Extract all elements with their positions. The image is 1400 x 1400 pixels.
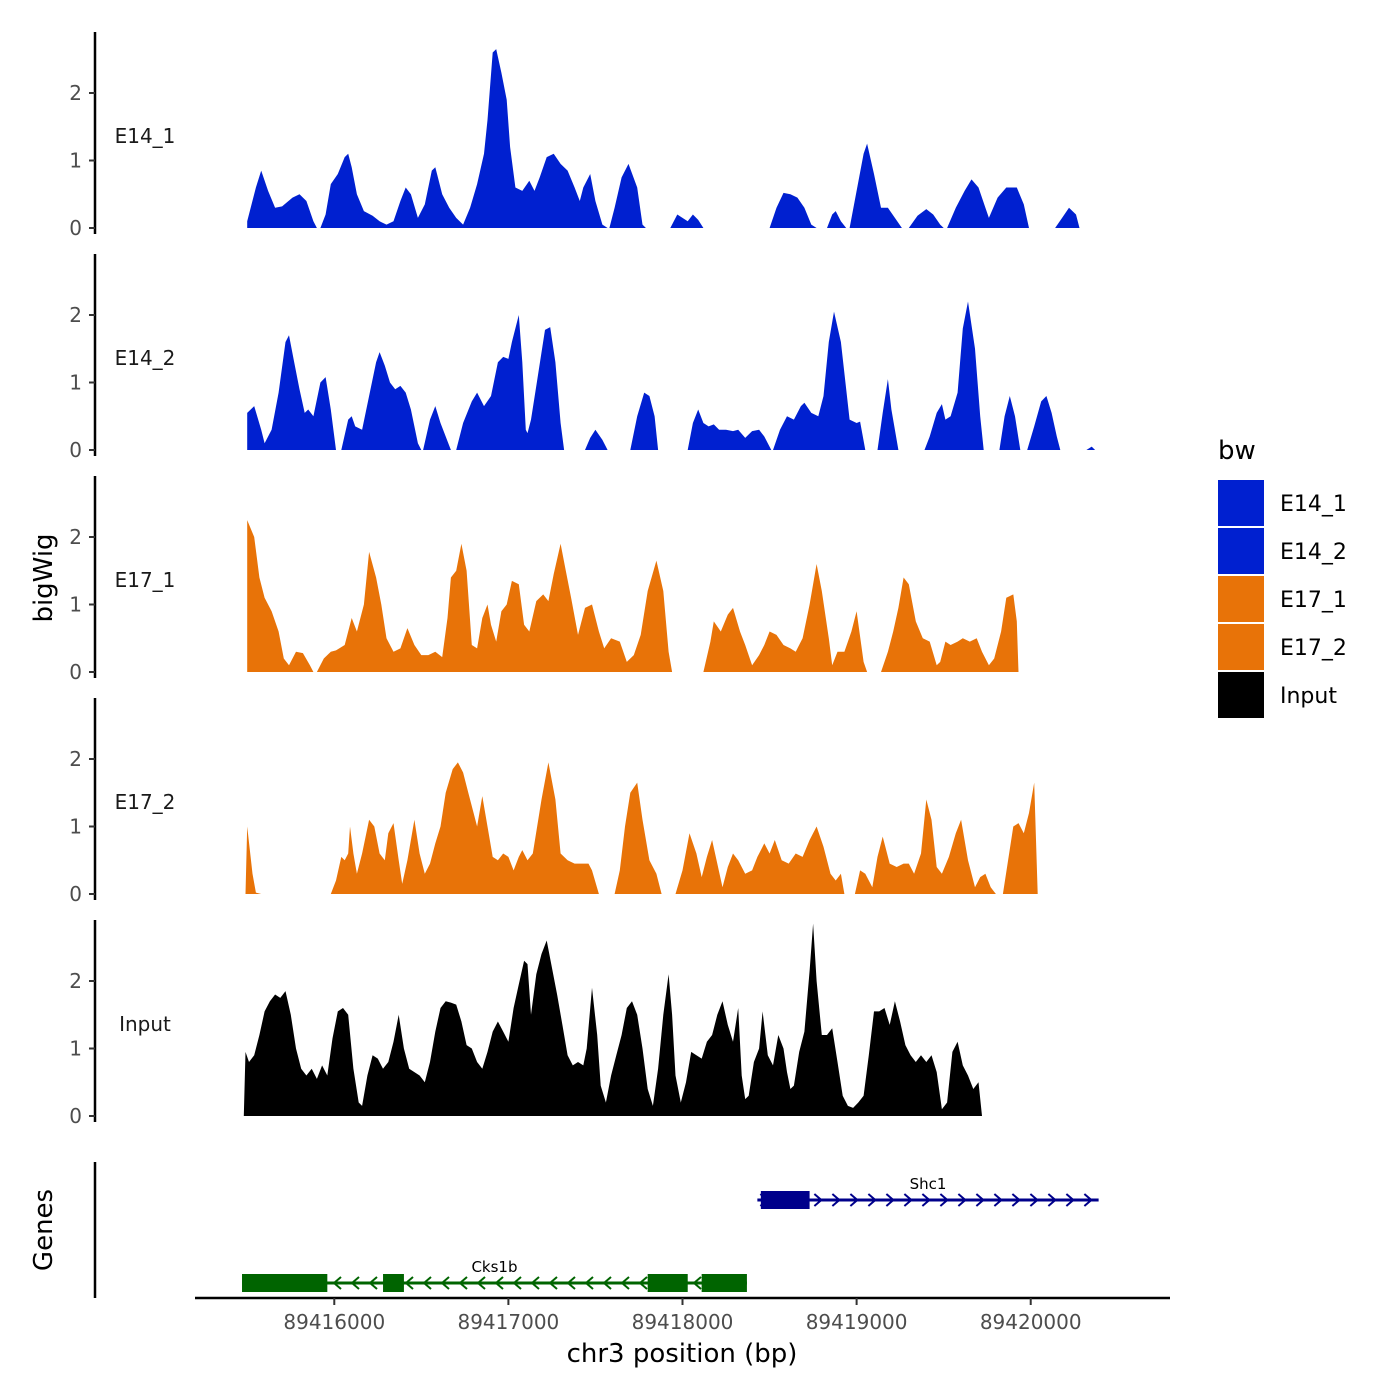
gene-label: Shc1 bbox=[910, 1175, 947, 1193]
strand-arrow bbox=[368, 1276, 378, 1290]
signal-tracks: 0 1 2 E14_1 0 1 2 E14_2 0 1 2 E17_1 0 1 2 E17_2 0 1 2 Input bbox=[69, 32, 1096, 1128]
y-tick-label: 0 bbox=[69, 882, 82, 906]
legend-label: E17_1 bbox=[1280, 588, 1347, 613]
legend-swatch bbox=[1218, 672, 1264, 718]
track-label: E14_1 bbox=[115, 124, 176, 148]
x-axis-title: chr3 position (bp) bbox=[567, 1339, 798, 1369]
y-tick-label: 0 bbox=[69, 216, 82, 240]
legend-swatch bbox=[1218, 624, 1264, 670]
strand-arrow bbox=[548, 1276, 558, 1290]
gene-label: Cks1b bbox=[471, 1258, 517, 1276]
track-label: E17_1 bbox=[115, 568, 176, 592]
track-label: E14_2 bbox=[115, 346, 176, 370]
signal-area-e14-2 bbox=[247, 301, 1096, 450]
strand-arrow bbox=[1083, 1193, 1093, 1207]
strand-arrow bbox=[921, 1193, 931, 1207]
y-tick-label: 2 bbox=[69, 747, 82, 771]
y-tick-label: 0 bbox=[69, 438, 82, 462]
y-tick-label: 1 bbox=[69, 149, 82, 173]
y-tick-label: 1 bbox=[69, 1037, 82, 1061]
track-input: 0 1 2 Input bbox=[69, 920, 983, 1128]
strand-arrow bbox=[620, 1276, 630, 1290]
y-tick-label: 1 bbox=[69, 815, 82, 839]
strand-arrow bbox=[440, 1276, 450, 1290]
strand-arrow bbox=[867, 1193, 877, 1207]
strand-arrow bbox=[602, 1276, 612, 1290]
strand-arrow bbox=[1047, 1193, 1057, 1207]
x-tick-label: 89419000 bbox=[806, 1310, 908, 1334]
x-tick-label: 89418000 bbox=[632, 1310, 734, 1334]
strand-arrow bbox=[903, 1193, 913, 1207]
signal-area-e14-1 bbox=[247, 49, 1080, 228]
legend-swatch bbox=[1218, 480, 1264, 526]
strand-arrow bbox=[566, 1276, 576, 1290]
y-tick-label: 1 bbox=[69, 371, 82, 395]
legend-swatch bbox=[1218, 576, 1264, 622]
strand-arrow bbox=[975, 1193, 985, 1207]
y-tick-label: 0 bbox=[69, 660, 82, 684]
track-label: Input bbox=[119, 1012, 171, 1036]
strand-arrow bbox=[692, 1276, 702, 1290]
gene-exon bbox=[701, 1274, 747, 1292]
signal-area-e17-2 bbox=[245, 762, 1038, 894]
strand-arrow bbox=[476, 1276, 486, 1290]
legend: bw E14_1 E14_2 E17_1 E17_2 Input bbox=[1218, 436, 1347, 718]
strand-arrow bbox=[993, 1193, 1003, 1207]
signal-area-input bbox=[243, 923, 983, 1116]
strand-arrow bbox=[939, 1193, 949, 1207]
strand-arrow bbox=[404, 1276, 414, 1290]
strand-arrow bbox=[512, 1276, 522, 1290]
y-tick-label: 2 bbox=[69, 525, 82, 549]
strand-arrow bbox=[1065, 1193, 1075, 1207]
gene-annotation-panel: Cks1b Shc1 bbox=[93, 1162, 1099, 1298]
x-tick-label: 89420000 bbox=[980, 1310, 1082, 1334]
signal-area-e17-1 bbox=[247, 520, 1019, 672]
legend-label: E17_2 bbox=[1280, 636, 1347, 661]
strand-arrow bbox=[831, 1193, 841, 1207]
strand-arrow bbox=[849, 1193, 859, 1207]
strand-arrow bbox=[584, 1276, 594, 1290]
genes-panel-title: Genes bbox=[29, 1189, 59, 1271]
y-tick-label: 2 bbox=[69, 969, 82, 993]
legend-swatch bbox=[1218, 528, 1264, 574]
legend-label: E14_2 bbox=[1280, 540, 1347, 565]
y-tick-label: 2 bbox=[69, 303, 82, 327]
strand-arrow bbox=[813, 1193, 823, 1207]
strand-arrow bbox=[350, 1276, 360, 1290]
strand-arrow bbox=[332, 1276, 342, 1290]
track-e17-1: 0 1 2 E17_1 bbox=[69, 476, 1019, 684]
track-e17-2: 0 1 2 E17_2 bbox=[69, 698, 1038, 906]
strand-arrow bbox=[638, 1276, 648, 1290]
gene-exon bbox=[383, 1274, 404, 1292]
gene-exon bbox=[647, 1274, 688, 1292]
legend-title: bw bbox=[1218, 436, 1256, 466]
y-tick-label: 1 bbox=[69, 593, 82, 617]
x-tick-label: 89416000 bbox=[283, 1310, 385, 1334]
y-tick-label: 2 bbox=[69, 81, 82, 105]
strand-arrow bbox=[1011, 1193, 1021, 1207]
strand-arrow bbox=[494, 1276, 504, 1290]
legend-label: Input bbox=[1280, 684, 1337, 709]
x-axis: 89416000 89417000 89418000 89419000 89420000 bbox=[195, 1296, 1170, 1334]
strand-arrow bbox=[458, 1276, 468, 1290]
strand-arrow bbox=[1029, 1193, 1039, 1207]
track-e14-2: 0 1 2 E14_2 bbox=[69, 254, 1096, 462]
strand-arrow bbox=[422, 1276, 432, 1290]
strand-arrow bbox=[885, 1193, 895, 1207]
gene-exon bbox=[760, 1191, 810, 1209]
x-tick-label: 89417000 bbox=[457, 1310, 559, 1334]
gene-exon bbox=[242, 1274, 328, 1292]
track-e14-1: 0 1 2 E14_1 bbox=[69, 32, 1080, 240]
y-axis-title: bigWig bbox=[29, 533, 59, 622]
gene-shc1: Shc1 bbox=[757, 1175, 1099, 1209]
track-label: E17_2 bbox=[115, 790, 176, 814]
y-tick-label: 0 bbox=[69, 1104, 82, 1128]
strand-arrow bbox=[530, 1276, 540, 1290]
legend-label: E14_1 bbox=[1280, 492, 1347, 517]
gene-cks1b: Cks1b bbox=[242, 1258, 747, 1292]
strand-arrow bbox=[957, 1193, 967, 1207]
